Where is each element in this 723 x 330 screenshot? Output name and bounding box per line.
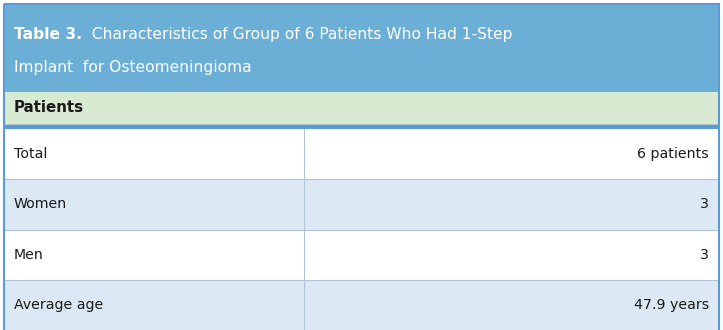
Text: 3: 3 (700, 197, 709, 212)
Bar (4, 124, 719, 129)
Text: Average age: Average age (14, 298, 103, 312)
Text: Men: Men (14, 248, 44, 262)
Bar (4, 179, 719, 229)
Bar (4, 129, 719, 179)
Text: 47.9 years: 47.9 years (634, 298, 709, 312)
Text: Table 3.: Table 3. (14, 27, 82, 42)
Bar (4, 4, 719, 92)
Text: Patients: Patients (14, 101, 84, 115)
Text: Women: Women (14, 197, 67, 212)
Text: Implant  for Osteomeningioma: Implant for Osteomeningioma (14, 60, 252, 75)
Text: 6 patients: 6 patients (637, 147, 709, 161)
Bar (4, 229, 719, 280)
Bar (4, 280, 719, 330)
Bar (4, 92, 719, 124)
Text: 3: 3 (700, 248, 709, 262)
Text: Total: Total (14, 147, 48, 161)
Text: Characteristics of Group of 6 Patients Who Had 1-Step: Characteristics of Group of 6 Patients W… (82, 27, 513, 42)
